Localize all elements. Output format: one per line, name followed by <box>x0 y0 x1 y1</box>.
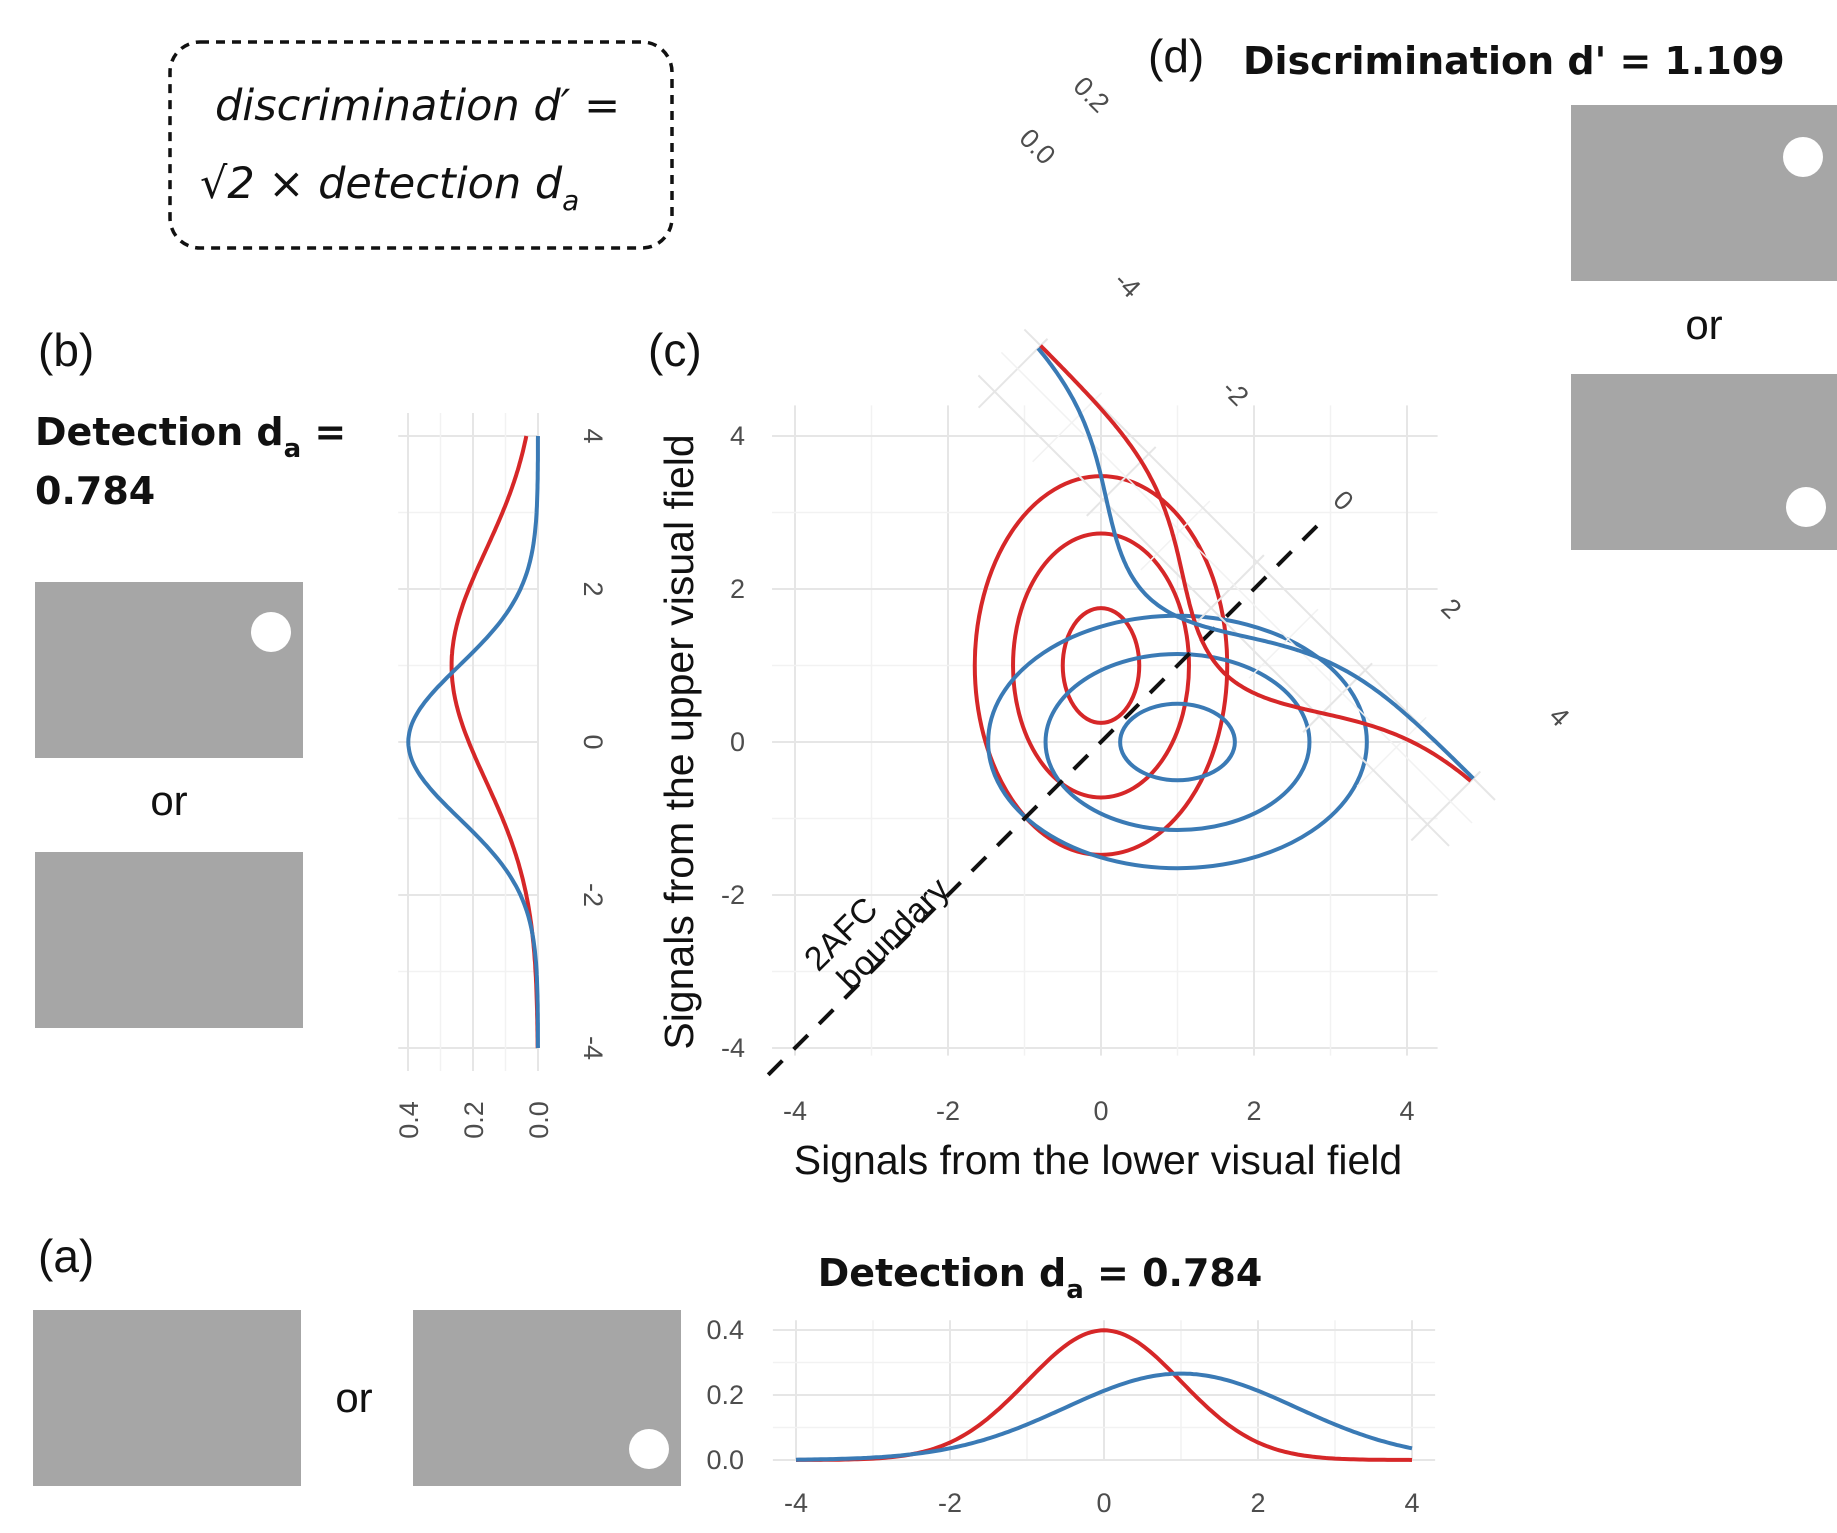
tick-label: 4 <box>1399 1096 1414 1126</box>
stimulus-dot <box>1783 137 1823 177</box>
grid-line <box>1356 716 1427 787</box>
formula-line1: discrimination d′ = <box>215 81 620 131</box>
svg-text:Detection da =: Detection da = <box>35 410 346 464</box>
panel-b: (b) Detection da = 0.784 or -4 -2 0 2 4 … <box>35 324 608 1139</box>
tick-label: -4 <box>784 1488 808 1518</box>
tick-label: 0 <box>578 734 608 749</box>
tick-label: 0.0 <box>1013 123 1061 171</box>
panel-c-y-ticks: -4 -2 0 2 4 <box>721 421 745 1063</box>
blue-contour-ellipse <box>1043 652 1312 832</box>
formula-box-border <box>168 40 674 250</box>
blue-density-curve <box>795 1371 1413 1462</box>
panel-a-y-ticks: 0.0 0.2 0.4 <box>706 1315 744 1475</box>
tick-label: 0.0 <box>524 1101 554 1139</box>
formula-box: discrimination d′ = √2 × detection da <box>168 40 674 250</box>
grid-line <box>1410 770 1481 842</box>
grid-line <box>1194 554 1265 625</box>
panel-a-title-tail: = 0.784 <box>1084 1251 1263 1295</box>
tick-label: 0.2 <box>1067 71 1115 119</box>
stimulus-blank <box>35 852 303 1028</box>
grid-line <box>1000 351 1473 824</box>
stimulus-dot <box>251 612 291 652</box>
red-contour-ellipse <box>1060 606 1142 725</box>
svg-text:√2 × detection da: √2 × detection da <box>200 159 579 217</box>
panel-a-title-sub: a <box>1066 1275 1084 1305</box>
formula-subscript: a <box>562 184 579 217</box>
panel-c-label: (c) <box>648 324 702 376</box>
panel-a: (a) or Detection da = 0.784 -4 -2 0 2 4 … <box>33 1230 1436 1518</box>
tick-label: 4 <box>1404 1488 1419 1518</box>
tick-label: 4 <box>730 421 745 451</box>
blue-density-curve <box>1036 346 1475 780</box>
tick-label: -4 <box>578 1036 608 1060</box>
stimulus-dot-upper-right <box>1571 105 1837 281</box>
panel-c-y-axis-title: Signals from the upper visual field <box>656 434 702 1049</box>
panel-d-or: or <box>1685 301 1722 348</box>
stimulus-with-dot-upper <box>35 582 303 758</box>
tick-label: 0.2 <box>706 1380 744 1410</box>
panel-c-x-ticks: -4 -2 0 2 4 <box>783 1096 1415 1126</box>
tick-label: 2 <box>1250 1488 1265 1518</box>
panel-b-ticks: -4 -2 0 2 4 0.4 0.2 0.0 <box>394 428 608 1138</box>
grid-line <box>1086 446 1157 517</box>
tick-label: -2 <box>721 880 745 910</box>
grid-line <box>1032 392 1103 463</box>
panel-c-x-axis-title: Signals from the lower visual field <box>794 1137 1402 1183</box>
tick-label: 2 <box>730 574 745 604</box>
red-contour-ellipse <box>1011 531 1191 800</box>
stimulus-dot <box>629 1429 669 1469</box>
grid-line <box>977 374 1450 847</box>
stimulus-dot <box>1786 487 1826 527</box>
panel-a-label: (a) <box>38 1230 94 1282</box>
panel-a-x-ticks: -4 -2 0 2 4 <box>784 1488 1420 1518</box>
panel-b-title-tail: = <box>301 410 346 454</box>
tick-label: -2 <box>938 1488 962 1518</box>
panel-a-title-main: Detection d <box>818 1251 1067 1295</box>
grid-line <box>1302 662 1373 733</box>
panel-b-curves <box>406 435 540 1049</box>
tick-label: 2 <box>1246 1096 1261 1126</box>
formula-line2: √2 × detection d <box>200 159 563 209</box>
tick-label: 0 <box>730 727 745 757</box>
panel-b-or: or <box>150 777 187 824</box>
panel-d-title: Discrimination d' = 1.109 <box>1243 39 1785 83</box>
panel-d-label: (d) <box>1148 30 1204 82</box>
grid-line <box>977 338 1049 409</box>
tick-label: 0 <box>1096 1488 1111 1518</box>
tick-label: 0 <box>1093 1096 1108 1126</box>
grid-line <box>1140 500 1211 571</box>
tick-label: -2 <box>936 1096 960 1126</box>
panel-b-label: (b) <box>38 324 94 376</box>
tick-label: 0.4 <box>394 1101 424 1139</box>
2afc-boundary-line <box>766 518 1325 1077</box>
blue-density-curve <box>406 435 540 1049</box>
tick-label: 4 <box>578 428 608 443</box>
blue-contour-ellipse <box>1118 701 1237 783</box>
tick-label: -2 <box>578 883 608 907</box>
stimulus-blank <box>33 1310 301 1486</box>
svg-text:Detection da = 0.784: Detection da = 0.784 <box>818 1251 1263 1305</box>
tick-label: -4 <box>1108 266 1146 304</box>
tick-label: 2 <box>578 581 608 596</box>
tick-label: -4 <box>783 1096 807 1126</box>
tick-label: -2 <box>1216 374 1254 412</box>
tick-label: 2 <box>1435 593 1467 625</box>
panel-b-title-main: Detection d <box>35 410 284 454</box>
panel-d-curves <box>1036 344 1475 783</box>
panel-c-grid <box>772 405 1438 1056</box>
tick-label: 0.4 <box>706 1315 744 1345</box>
panel-a-or: or <box>335 1374 372 1421</box>
tick-label: 0.0 <box>706 1445 744 1475</box>
tick-label: 0.2 <box>459 1101 489 1139</box>
panel-b-title-sub: a <box>284 434 302 464</box>
panel-b-title-value: 0.784 <box>35 469 155 513</box>
panel-a-curves <box>795 1328 1413 1462</box>
panel-c: (c) -4 -2 0 2 4 -4 -2 0 2 4 Signals from… <box>648 324 1438 1183</box>
grid-line <box>1248 608 1319 679</box>
tick-label: 4 <box>1543 701 1575 733</box>
tick-label: -4 <box>721 1033 745 1063</box>
